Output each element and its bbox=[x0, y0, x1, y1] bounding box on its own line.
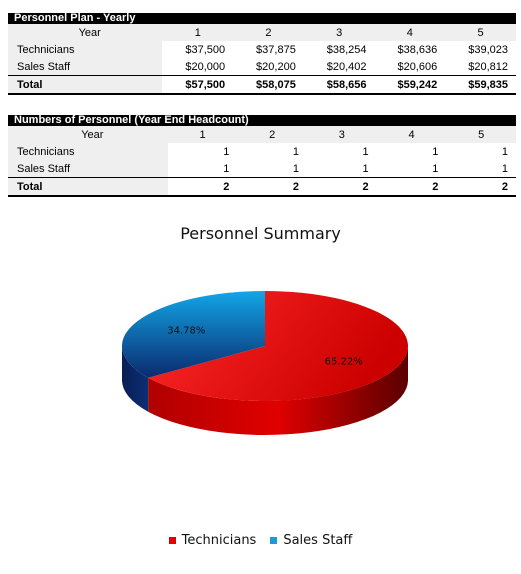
cell: $20,812 bbox=[468, 60, 508, 73]
pie-slice-technicians bbox=[148, 291, 409, 401]
year-1: 1 bbox=[199, 128, 206, 141]
table-row: Technicians $37,500 $37,875 $38,254 $38,… bbox=[8, 41, 516, 58]
year-5: 5 bbox=[477, 26, 484, 39]
pie-slice-sales-staff bbox=[122, 291, 265, 378]
table-row: Sales Staff $20,000 $20,200 $20,402 $20,… bbox=[8, 58, 516, 76]
total-cell: 2 bbox=[446, 177, 516, 197]
cell: $20,402 bbox=[326, 60, 367, 73]
legend-item-technicians: Technicians bbox=[168, 533, 257, 548]
total-row: Total 2 2 2 2 2 bbox=[8, 177, 516, 197]
cell: 1 bbox=[432, 162, 439, 175]
cell: 1 bbox=[223, 145, 230, 158]
cell: 1 bbox=[223, 162, 230, 175]
cell: 1 bbox=[362, 145, 369, 158]
total-row: Total $57,500 $58,075 $58,656 $59,242 $5… bbox=[8, 75, 516, 95]
cell: 1 bbox=[501, 162, 508, 175]
cell: 1 bbox=[292, 145, 300, 158]
cell: 1 bbox=[432, 145, 439, 158]
chart-title: Personnel Summary bbox=[180, 224, 341, 243]
total-cell: $58,075 bbox=[233, 75, 304, 95]
total-label: Total bbox=[8, 177, 168, 197]
total-cell: 2 bbox=[237, 177, 308, 197]
cell: $20,000 bbox=[185, 60, 226, 73]
total-cell: 2 bbox=[376, 177, 447, 197]
year-4: 4 bbox=[406, 26, 413, 39]
legend-label: Sales Staff bbox=[283, 533, 353, 548]
headcount-table: Numbers of Personnel (Year End Headcount… bbox=[8, 115, 516, 197]
cell: $39,023 bbox=[468, 43, 508, 56]
cell: $38,636 bbox=[397, 43, 438, 56]
row-label: Technicians bbox=[8, 143, 168, 160]
year-3: 3 bbox=[338, 128, 345, 141]
total-cell: $59,835 bbox=[445, 75, 516, 95]
legend-item-sales-staff: Sales Staff bbox=[270, 533, 352, 548]
cell: $20,606 bbox=[397, 60, 438, 73]
total-cell: $57,500 bbox=[162, 75, 234, 95]
table-row: Sales Staff 1 1 1 1 1 bbox=[8, 160, 516, 178]
year-3: 3 bbox=[336, 26, 343, 39]
year-2: 2 bbox=[265, 26, 272, 39]
legend-label: Technicians bbox=[181, 533, 257, 548]
cell: $37,500 bbox=[185, 43, 226, 56]
cell: 1 bbox=[292, 162, 300, 175]
year-label: Year bbox=[81, 128, 104, 141]
pie-side-sales-staff bbox=[122, 346, 149, 412]
row-label: Technicians bbox=[8, 41, 163, 58]
year-5: 5 bbox=[478, 128, 485, 141]
total-cell: $59,242 bbox=[374, 75, 446, 95]
total-label: Total bbox=[8, 75, 163, 95]
total-cell: 2 bbox=[307, 177, 377, 197]
total-cell: $58,656 bbox=[303, 75, 375, 95]
data-label-sales-staff: 34.78% bbox=[167, 325, 205, 336]
pie-chart: 65.22% 34.78% bbox=[122, 291, 409, 435]
headcount-title: Numbers of Personnel (Year End Headcount… bbox=[8, 115, 516, 126]
data-label-technicians: 65.22% bbox=[325, 357, 363, 368]
personnel-plan-table: Personnel Plan - Yearly Year 1 2 3 4 5 T… bbox=[8, 13, 516, 95]
cell: $20,200 bbox=[256, 60, 296, 73]
cell: 1 bbox=[362, 162, 369, 175]
legend-swatch bbox=[270, 537, 278, 544]
row-label: Sales Staff bbox=[8, 58, 163, 76]
cell: 1 bbox=[501, 145, 508, 158]
legend-swatch bbox=[168, 537, 176, 544]
year-label: Year bbox=[78, 26, 101, 39]
year-2: 2 bbox=[269, 128, 276, 141]
cell: $37,875 bbox=[256, 43, 296, 56]
table-row: Technicians 1 1 1 1 1 bbox=[8, 143, 516, 160]
pie-side-technicians bbox=[148, 346, 408, 435]
year-1: 1 bbox=[194, 26, 201, 39]
chart-legend: Technicians Sales Staff bbox=[0, 533, 521, 548]
personnel-plan-title: Personnel Plan - Yearly bbox=[8, 13, 516, 24]
total-cell: 2 bbox=[167, 177, 238, 197]
year-4: 4 bbox=[408, 128, 415, 141]
row-label: Sales Staff bbox=[8, 160, 168, 178]
cell: $38,254 bbox=[326, 43, 367, 56]
